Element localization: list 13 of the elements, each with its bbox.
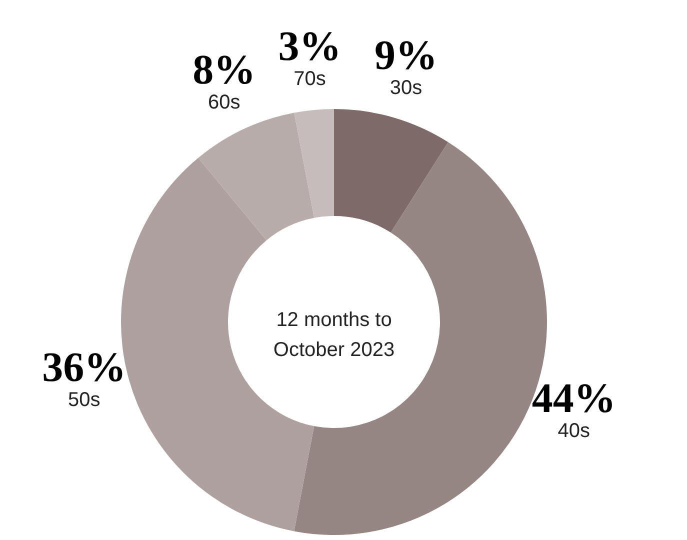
slice-label: 40s (558, 420, 590, 442)
slice-label: 30s (390, 77, 422, 100)
data-label: 9% (374, 33, 438, 80)
donut-slice (294, 109, 334, 218)
data-label: 36% (42, 345, 126, 392)
slice-label: 50s (68, 389, 100, 412)
text: 12 months to October 2023 (273, 309, 395, 361)
data-label: 44% (532, 376, 616, 422)
donut-slice (334, 109, 448, 232)
data-label: 8% (192, 48, 256, 94)
slice-label: 70s (294, 68, 326, 90)
slice-label: 60s (208, 92, 240, 114)
data-label: 3% (278, 24, 342, 70)
